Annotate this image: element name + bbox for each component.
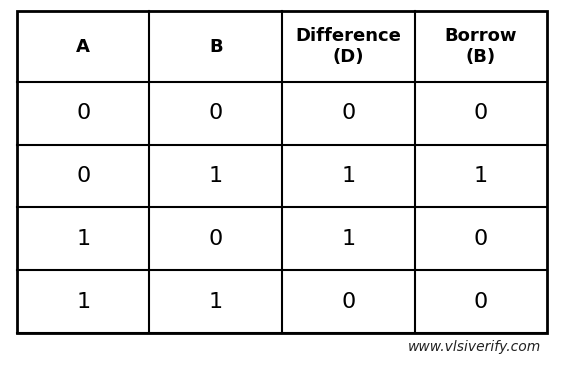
Text: 1: 1 bbox=[341, 166, 355, 186]
Text: 1: 1 bbox=[76, 292, 90, 312]
Text: 0: 0 bbox=[209, 229, 223, 249]
Text: A: A bbox=[76, 37, 90, 56]
Text: 0: 0 bbox=[474, 103, 488, 123]
Text: 0: 0 bbox=[341, 103, 355, 123]
Text: 0: 0 bbox=[76, 166, 90, 186]
Text: B: B bbox=[209, 37, 223, 56]
Text: 1: 1 bbox=[474, 166, 488, 186]
Text: 0: 0 bbox=[341, 292, 355, 312]
Text: www.vlsiverify.com: www.vlsiverify.com bbox=[408, 340, 541, 354]
Text: 0: 0 bbox=[474, 292, 488, 312]
Text: 0: 0 bbox=[76, 103, 90, 123]
Text: 1: 1 bbox=[341, 229, 355, 249]
Text: 1: 1 bbox=[76, 229, 90, 249]
Text: 1: 1 bbox=[209, 166, 223, 186]
Text: 0: 0 bbox=[474, 229, 488, 249]
Text: Difference
(D): Difference (D) bbox=[296, 27, 401, 66]
Text: 1: 1 bbox=[209, 292, 223, 312]
Text: Borrow
(B): Borrow (B) bbox=[444, 27, 517, 66]
Text: 0: 0 bbox=[209, 103, 223, 123]
